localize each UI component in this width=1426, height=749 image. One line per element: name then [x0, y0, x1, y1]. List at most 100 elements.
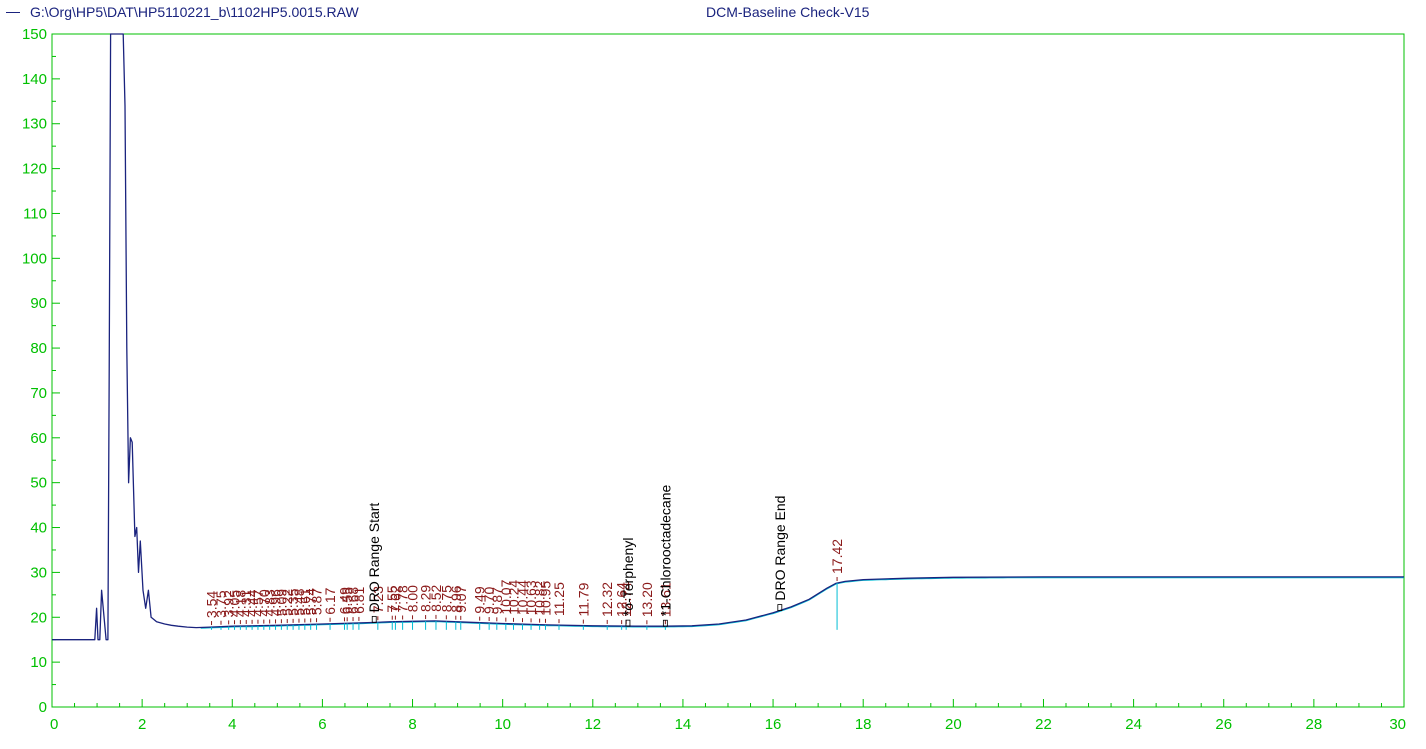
peak-label: 10.95	[537, 581, 553, 616]
peak-label: 3.75	[213, 590, 229, 617]
x-tick-label: 24	[1125, 716, 1142, 733]
chromatogram-trace	[52, 33, 1404, 641]
x-tick-label: 10	[494, 716, 511, 733]
peak-label: 4.05	[227, 590, 243, 617]
report-header: G:\Org\HP5\DAT\HP5110221_b\1102HP5.0015.…	[0, 0, 1426, 30]
y-axis: 0 10 20 30 40 50 60 70 80 90 100 110 120 130 140 150	[22, 26, 60, 716]
trace-legend-line	[6, 12, 20, 13]
x-tick-label: 0	[50, 716, 58, 733]
y-tick-label: 120	[22, 161, 47, 178]
peak-label: 11.25	[551, 582, 567, 616]
peak-label: 5.74	[303, 588, 319, 615]
peak-label: 6.68	[345, 587, 361, 614]
peak-label: 4.44	[244, 589, 260, 616]
x-tick-label: 8	[408, 716, 416, 733]
compound-annotation: DRO Range End	[772, 496, 788, 601]
peak-label: 3.92	[221, 590, 237, 617]
y-tick-label: 90	[30, 295, 47, 312]
x-axis: 0 2 4 6 8 10 12 14 16 18 20 22 24 26 28 30	[50, 699, 1406, 733]
annotation-marker	[777, 604, 783, 611]
x-tick-label: 18	[855, 716, 872, 733]
peak-label: 4.70	[256, 589, 272, 616]
peak-label: 12.32	[599, 582, 615, 617]
peak-label: 17.42	[829, 539, 845, 574]
peak-label: 11.79	[575, 582, 591, 616]
x-tick-label: 30	[1389, 716, 1406, 733]
y-tick-label: 140	[22, 71, 47, 88]
y-tick-label: 50	[30, 475, 47, 492]
x-tick-label: 26	[1215, 716, 1232, 733]
annotation-layer: DRO Range Start *o-Terphenyl *1-Chloroocta…	[366, 484, 788, 627]
y-tick-label: 110	[23, 205, 47, 222]
peak-label: 10.24	[505, 580, 521, 615]
peak-label: 9.87	[489, 587, 505, 614]
y-tick-label: 40	[30, 520, 47, 537]
peak-label: 8.29	[418, 585, 434, 612]
peak-label: 8.52	[428, 584, 444, 611]
peak-label: 7.62	[387, 585, 403, 612]
x-tick-label: 12	[584, 716, 601, 733]
compound-annotation: *o-Terphenyl	[620, 538, 636, 617]
peak-label: 4.96	[268, 589, 284, 616]
annotation-marker	[625, 619, 631, 627]
peak-label-layer: 3.543.753.924.054.184.314.444.574.704.83…	[204, 539, 845, 630]
peak-label: 9.49	[472, 586, 488, 613]
peak-label: 5.87	[309, 588, 325, 615]
peak-label: 8.00	[405, 585, 421, 612]
trace-layer	[52, 33, 1404, 641]
peak-label: 4.83	[262, 589, 278, 616]
annotation-marker	[371, 615, 377, 623]
x-tick-label: 16	[765, 716, 782, 733]
x-tick-label: 14	[675, 716, 692, 733]
x-tick-label: 22	[1035, 716, 1052, 733]
peak-label: 12.64	[614, 582, 630, 617]
peak-label: 8.75	[438, 585, 454, 612]
peak-label: 5.35	[285, 588, 301, 615]
y-tick-label: 10	[30, 654, 47, 671]
y-tick-label: 100	[22, 250, 47, 267]
peak-label: 13.20	[639, 582, 655, 617]
peak-label: 7.78	[395, 585, 411, 612]
peak-label: 10.07	[498, 579, 514, 614]
y-tick-label: 130	[22, 116, 47, 133]
peak-label: 6.49	[336, 587, 352, 614]
peak-label: 5.61	[297, 588, 313, 615]
peak-label: 10.44	[514, 580, 530, 615]
y-tick-label: 20	[30, 609, 47, 626]
peak-label: 9.07	[453, 585, 469, 612]
method-title: DCM-Baseline Check-V15	[706, 4, 870, 20]
x-tick-label: 4	[228, 716, 236, 733]
compound-annotation: *1-Chlorooctadecane	[657, 484, 673, 616]
peak-label: 7.55	[384, 585, 400, 612]
y-tick-label: 150	[22, 26, 47, 43]
compound-annotation: DRO Range Start	[366, 503, 382, 613]
peak-label: 9.70	[481, 587, 497, 614]
peak-label: 10.63	[523, 580, 539, 615]
peak-label: 6.55	[339, 587, 355, 614]
y-tick-label: 80	[30, 340, 47, 357]
y-tick-label: 70	[30, 385, 47, 402]
peak-label: 12.74	[618, 582, 634, 617]
peak-label: 4.31	[238, 589, 254, 616]
y-tick-label: 60	[30, 430, 47, 447]
x-tick-label: 28	[1306, 716, 1323, 733]
x-tick-label: 2	[138, 716, 146, 733]
peak-label: 13.61	[657, 582, 673, 617]
peak-label: 5.09	[273, 589, 289, 616]
peak-label: 3.54	[204, 591, 220, 618]
x-tick-label: 6	[318, 716, 326, 733]
annotation-marker	[662, 619, 668, 627]
y-tick-label: 0	[39, 699, 47, 716]
peak-label: 4.57	[250, 589, 266, 616]
peak-label: 7.23	[370, 586, 386, 613]
peak-label: 5.22	[279, 589, 295, 616]
x-tick-label: 20	[945, 716, 962, 733]
peak-label: 5.48	[291, 588, 307, 615]
peak-label: 4.18	[232, 590, 248, 617]
peak-label: 8.96	[448, 585, 464, 612]
peak-label: 10.82	[532, 580, 548, 615]
peak-label: 6.81	[351, 586, 367, 613]
peak-label: 6.17	[322, 587, 338, 614]
file-path-label: G:\Org\HP5\DAT\HP5110221_b\1102HP5.0015.…	[30, 4, 359, 20]
